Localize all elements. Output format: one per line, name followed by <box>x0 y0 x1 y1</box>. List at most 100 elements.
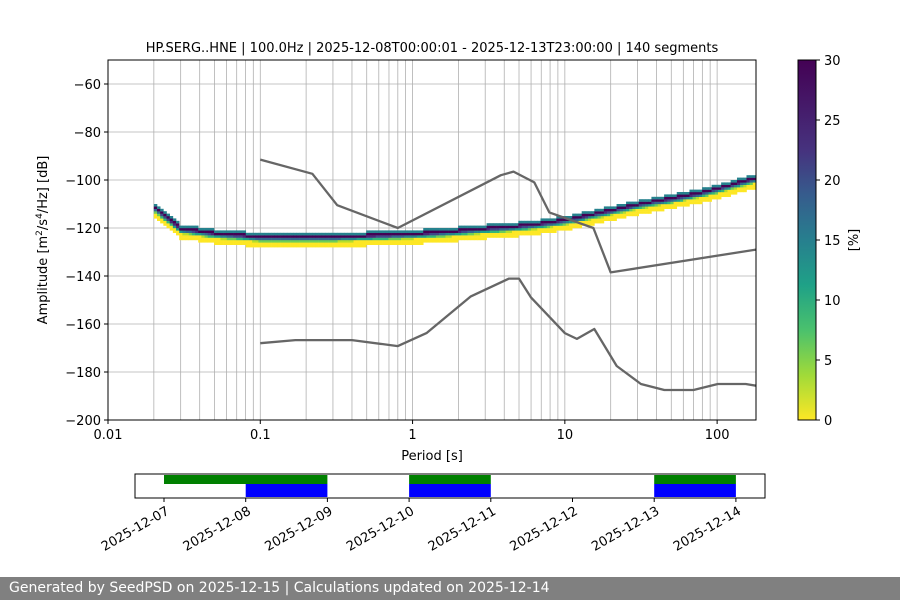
heatmap-cell <box>356 237 361 241</box>
y-tick-label: −120 <box>65 222 101 237</box>
heatmap-cell <box>277 237 281 241</box>
heatmap-cell <box>261 235 266 238</box>
heatmap-cell <box>410 242 415 245</box>
heatmap-cell <box>740 189 744 193</box>
heatmap-cell <box>356 235 361 238</box>
heatmap-cell <box>163 220 167 224</box>
heatmap-cell <box>686 201 690 205</box>
heatmap-cell <box>385 242 389 245</box>
heatmap-cell <box>648 211 652 214</box>
heatmap-cell <box>356 240 361 243</box>
heatmap-cell <box>404 240 408 243</box>
heatmap-cell <box>299 242 304 245</box>
heatmap-cell <box>264 235 269 238</box>
x-tick-label: 10 <box>557 428 574 443</box>
heatmap-cell <box>508 228 513 231</box>
heatmap-cell <box>638 208 643 212</box>
heatmap-cell <box>527 228 532 231</box>
heatmap-cell <box>651 196 655 200</box>
heatmap-cell <box>359 242 364 245</box>
heatmap-cell <box>363 240 367 243</box>
heatmap-cell <box>394 237 399 241</box>
heatmap-cell <box>334 242 338 245</box>
heatmap-cell <box>705 192 709 195</box>
heatmap-cell <box>188 235 193 238</box>
heatmap-cell <box>508 223 513 226</box>
heatmap-cell <box>442 228 446 231</box>
heatmap-cell <box>543 218 548 221</box>
heatmap-cell <box>448 228 453 231</box>
heatmap-cell <box>581 220 586 224</box>
heatmap-cell <box>692 201 697 205</box>
heatmap-cell <box>534 223 538 226</box>
heatmap-cell <box>426 237 430 241</box>
heatmap-cell <box>182 228 186 231</box>
heatmap-cell <box>740 184 744 188</box>
heatmap-cell <box>635 211 640 214</box>
heatmap-cell <box>721 194 725 197</box>
heatmap-cell <box>521 220 525 224</box>
heatmap-cell <box>255 240 259 243</box>
heatmap-cell <box>416 240 421 243</box>
heatmap-cell <box>252 237 256 241</box>
heatmap-cell <box>369 237 373 241</box>
heatmap-cell <box>492 230 497 233</box>
heatmap-cell <box>179 228 183 231</box>
heatmap-cell <box>201 230 205 233</box>
heatmap-cell <box>375 237 380 241</box>
heatmap-cell <box>730 189 735 193</box>
heatmap-cell <box>299 235 304 238</box>
colorbar-ticks: 0 5 10 15 20 25 30 <box>816 54 841 429</box>
heatmap-cell <box>321 235 326 238</box>
heatmap-cell <box>689 196 693 200</box>
heatmap-cell <box>632 211 636 214</box>
heatmap-cell <box>350 235 354 238</box>
heatmap-cell <box>375 232 380 236</box>
heatmap-cell <box>626 204 630 207</box>
heatmap-cell <box>702 194 706 197</box>
heatmap-cell <box>721 182 725 185</box>
heatmap-cell <box>565 223 570 226</box>
heatmap-cell <box>505 225 510 229</box>
heatmap-cell <box>299 232 304 236</box>
heatmap-cell <box>267 244 272 248</box>
heatmap-cell <box>286 240 291 243</box>
heatmap-cell <box>363 242 367 245</box>
heatmap-cell <box>229 235 234 238</box>
heatmap-cell <box>343 235 348 238</box>
heatmap-cell <box>179 235 183 238</box>
colorbar-tick-label: 25 <box>824 114 841 129</box>
heatmap-cell <box>220 235 224 238</box>
heatmap-cell <box>290 242 294 245</box>
heatmap-cell <box>496 232 500 236</box>
heatmap-cell <box>280 244 285 248</box>
heatmap-cell <box>169 225 174 229</box>
heatmap-cell <box>267 240 272 243</box>
heatmap-cell <box>353 240 357 243</box>
heatmap-cell <box>172 223 177 226</box>
heatmap-cell <box>619 213 624 217</box>
heatmap-cell <box>480 230 484 233</box>
heatmap-cell <box>454 230 459 233</box>
heatmap-cell <box>340 232 345 236</box>
heatmap-cell <box>736 182 741 185</box>
heatmap-cell <box>477 225 481 229</box>
heatmap-cell <box>248 242 253 245</box>
heatmap-cell <box>340 235 345 238</box>
heatmap-cell <box>603 211 608 214</box>
heatmap-cell <box>366 240 370 243</box>
heatmap-cell <box>343 237 348 241</box>
heatmap-cell <box>676 199 681 202</box>
heatmap-cell <box>252 232 256 236</box>
heatmap-cell <box>439 235 443 238</box>
heatmap-cell <box>648 206 652 209</box>
heatmap-cell <box>695 189 700 193</box>
heatmap-cell <box>191 235 196 238</box>
heatmap-cell <box>185 230 190 233</box>
heatmap-cell <box>499 228 503 231</box>
heatmap-cell <box>407 242 411 245</box>
heatmap-cell <box>676 201 681 205</box>
heatmap-cell <box>416 237 421 241</box>
heatmap-cell <box>724 192 728 195</box>
heatmap-cell <box>375 240 380 243</box>
